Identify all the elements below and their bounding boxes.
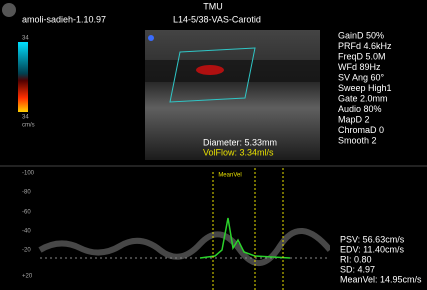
color-scale-top: 34 [22, 36, 29, 42]
scale-label: -100 [22, 171, 35, 177]
volflow-label: VolFlow: 3.34ml/s [203, 147, 274, 157]
parameter: SV Ang 60° [338, 72, 385, 82]
parameter: Smooth 2 [338, 135, 377, 145]
parameter: Sweep High1 [338, 83, 392, 93]
parameter: Gate 2.0mm [338, 93, 388, 103]
result: MeanVel: 14.95cm/s [340, 274, 422, 284]
result: PSV: 56.63cm/s [340, 234, 405, 244]
result: RI: 0.80 [340, 254, 372, 264]
site-label: TMU [203, 1, 223, 11]
parameter: WFd 89Hz [338, 62, 381, 72]
vessel-lumen [145, 60, 320, 82]
scale-label: +20 [22, 274, 33, 280]
parameter: GainD 50% [338, 30, 384, 40]
color-bar [18, 42, 28, 112]
patient-label: amoli-sadieh-1.10.97 [22, 14, 106, 24]
scale-label: -60 [22, 210, 31, 216]
parameter: ChromaD 0 [338, 125, 384, 135]
result: SD: 4.97 [340, 264, 375, 274]
cursor-label: MeanVel [218, 173, 241, 179]
parameter: MapD 2 [338, 114, 370, 124]
color-flow [196, 65, 224, 75]
scale-label: -40 [22, 229, 31, 235]
diameter-label: Diameter: 5.33mm [203, 137, 277, 147]
probe-label: L14-5/38-VAS-Carotid [173, 14, 261, 24]
color-scale-bottom: 34 [22, 115, 29, 121]
scale-label: -20 [22, 248, 31, 254]
scale-label: -80 [22, 190, 31, 196]
parameter: PRFd 4.6kHz [338, 41, 392, 51]
parameter: Audio 80% [338, 104, 382, 114]
logo [2, 3, 16, 17]
ultrasound-screen: TMU amoli-sadieh-1.10.97 L14-5/38-VAS-Ca… [0, 0, 427, 290]
result: EDV: 11.40cm/s [340, 244, 405, 254]
color-scale-unit: cm/s [22, 123, 35, 129]
parameter: FreqD 5.0M [338, 51, 386, 61]
orientation-marker [148, 35, 154, 41]
